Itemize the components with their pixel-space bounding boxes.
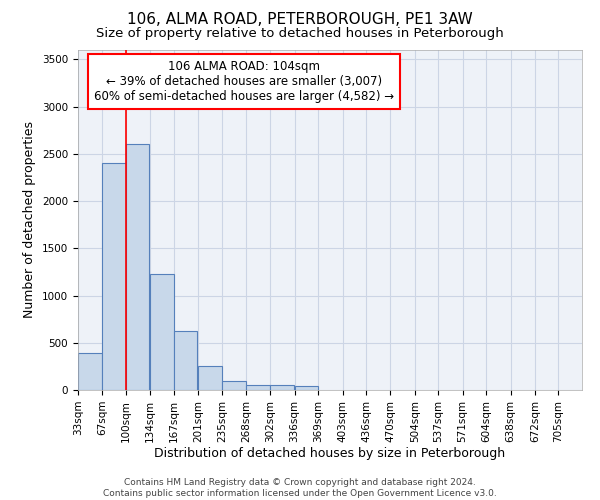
Text: Size of property relative to detached houses in Peterborough: Size of property relative to detached ho… (96, 28, 504, 40)
Text: Contains HM Land Registry data © Crown copyright and database right 2024.
Contai: Contains HM Land Registry data © Crown c… (103, 478, 497, 498)
Bar (126, 144, 149, 390)
Bar (78, 353, 101, 390)
X-axis label: Distribution of detached houses by size in Peterborough: Distribution of detached houses by size … (154, 448, 506, 460)
Bar (103, 164, 126, 390)
Bar (174, 332, 197, 390)
Bar (271, 386, 294, 390)
Bar (295, 386, 318, 390)
Bar (198, 366, 221, 390)
Text: 106 ALMA ROAD: 104sqm
← 39% of detached houses are smaller (3,007)
60% of semi-d: 106 ALMA ROAD: 104sqm ← 39% of detached … (94, 60, 394, 103)
Y-axis label: Number of detached properties: Number of detached properties (23, 122, 37, 318)
Bar (150, 274, 174, 390)
Bar (223, 380, 246, 390)
Bar (246, 386, 269, 390)
Text: 106, ALMA ROAD, PETERBOROUGH, PE1 3AW: 106, ALMA ROAD, PETERBOROUGH, PE1 3AW (127, 12, 473, 28)
